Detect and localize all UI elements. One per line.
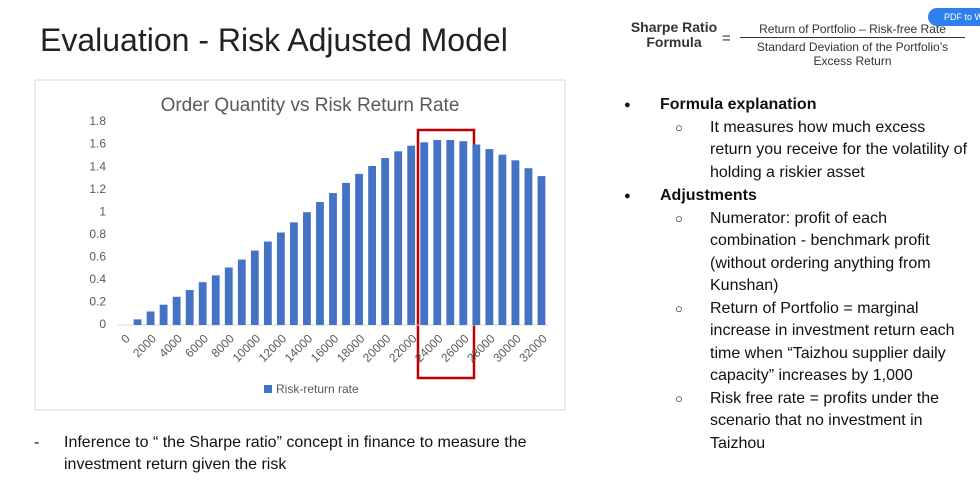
y-tick-label: 0.8 <box>89 227 106 241</box>
bar <box>276 232 285 325</box>
bar <box>485 149 494 325</box>
y-tick-label: 1.6 <box>89 137 106 151</box>
bar <box>537 176 546 325</box>
sub-bullet: Numerator: profit of each combination - … <box>620 208 970 298</box>
formula-equals: = <box>722 30 731 47</box>
bar <box>420 142 429 325</box>
bar <box>446 140 455 325</box>
bar <box>407 145 416 325</box>
y-tick-label: 1.2 <box>89 182 106 196</box>
sub-bullet: Return of Portfolio = marginal increase … <box>620 298 970 388</box>
bar <box>511 160 520 325</box>
bar <box>342 182 350 325</box>
bar <box>472 144 481 325</box>
bar <box>381 158 390 325</box>
bar <box>316 202 324 325</box>
bar <box>263 241 272 325</box>
chart-title: Order Quantity vs Risk Return Rate <box>161 95 460 116</box>
bar <box>159 304 168 325</box>
sub-bullet: It measures how much excess return you r… <box>620 117 970 185</box>
bar <box>394 151 403 325</box>
bullet: Formula explanation <box>620 94 970 117</box>
bar <box>433 140 442 325</box>
bar <box>459 141 468 325</box>
legend-swatch <box>264 385 272 393</box>
sub-bullet: Risk free rate = profits under the scena… <box>620 388 970 456</box>
y-tick-label: 0.4 <box>89 272 106 286</box>
pdf-button[interactable]: PDF to Word <box>928 8 980 26</box>
bullet: Adjustments <box>620 185 970 208</box>
bar <box>172 296 181 325</box>
bar <box>498 154 507 325</box>
bar <box>198 282 207 325</box>
formula-numerator: Return of Portfolio – Risk-free Rate <box>740 22 965 38</box>
note: - Inference to “ the Sharpe ratio” conce… <box>34 432 564 476</box>
note-text: Inference to “ the Sharpe ratio” concept… <box>64 434 527 473</box>
bar <box>329 193 337 325</box>
formula-denominator: Standard Deviation of the Portfolio’s Ex… <box>756 40 949 68</box>
formula-label: Sharpe Ratio Formula <box>630 19 718 50</box>
note-marker: - <box>34 434 40 451</box>
bar <box>368 165 376 325</box>
bar <box>237 259 246 325</box>
y-tick-label: 1 <box>99 204 106 218</box>
chart: Order Quantity vs Risk Return Rate 0 0.2 0… <box>34 79 566 411</box>
y-tick-label: 0 <box>99 317 106 331</box>
bar <box>290 222 298 325</box>
bar <box>303 212 311 325</box>
bar <box>250 250 259 325</box>
y-tick-label: 0.6 <box>89 250 106 264</box>
bar <box>224 267 233 325</box>
bar <box>355 173 363 325</box>
slide-title: Evaluation - Risk Adjusted Model <box>40 22 508 58</box>
bar <box>133 319 142 325</box>
bar <box>185 290 194 325</box>
y-tick-label: 1.8 <box>89 114 106 128</box>
bar <box>524 168 533 325</box>
bar <box>146 311 155 325</box>
y-tick-label: 0.2 <box>89 295 106 309</box>
bullets: Formula explanationIt measures how much … <box>620 93 970 455</box>
legend-label: Risk-return rate <box>276 382 359 396</box>
bar <box>211 275 220 325</box>
y-tick-label: 1.4 <box>89 159 106 173</box>
